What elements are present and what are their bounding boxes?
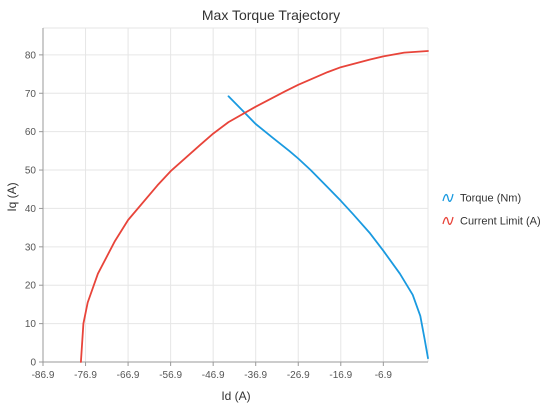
x-tick-label: -56.9 xyxy=(159,370,182,381)
legend-entry-0[interactable]: Torque (Nm) xyxy=(460,193,521,205)
x-tick-label: -86.9 xyxy=(32,370,55,381)
legend-marker-0 xyxy=(442,193,454,202)
y-tick-label: 30 xyxy=(25,242,37,253)
series-line-1 xyxy=(80,50,429,363)
x-tick-label: -36.9 xyxy=(244,370,267,381)
x-tick-label: -26.9 xyxy=(287,370,310,381)
grid xyxy=(42,27,429,362)
series-line-0 xyxy=(227,95,429,360)
y-tick-labels: 0 10 20 30 40 50 60 70 80 xyxy=(25,50,37,368)
legend-marker-1 xyxy=(442,216,454,225)
y-axis-label: Iq (A) xyxy=(5,182,19,211)
legend: Torque (Nm) Current Limit (A) xyxy=(442,193,541,228)
series-lines xyxy=(80,50,429,363)
y-tick-label: 0 xyxy=(30,358,36,369)
x-tick-label: -6.9 xyxy=(375,370,393,381)
x-tick-label: -46.9 xyxy=(202,370,225,381)
x-axis-label: Id (A) xyxy=(221,389,250,403)
y-tick-label: 10 xyxy=(25,319,37,330)
y-tick-label: 60 xyxy=(25,127,37,138)
chart-title: Max Torque Trajectory xyxy=(202,7,340,23)
axes xyxy=(39,28,428,366)
y-tick-label: 50 xyxy=(25,166,37,177)
x-tick-labels: -86.9 -76.9 -66.9 -56.9 -46.9 -36.9 -26.9 -16.9… xyxy=(32,370,393,381)
y-tick-label: 20 xyxy=(25,281,37,292)
legend-entry-1[interactable]: Current Limit (A) xyxy=(460,216,541,228)
y-tick-label: 80 xyxy=(25,50,37,61)
x-tick-label: -66.9 xyxy=(117,370,140,381)
x-tick-label: -76.9 xyxy=(74,370,97,381)
y-tick-label: 70 xyxy=(25,89,37,100)
x-tick-label: -16.9 xyxy=(329,370,352,381)
y-tick-label: 40 xyxy=(25,204,37,215)
